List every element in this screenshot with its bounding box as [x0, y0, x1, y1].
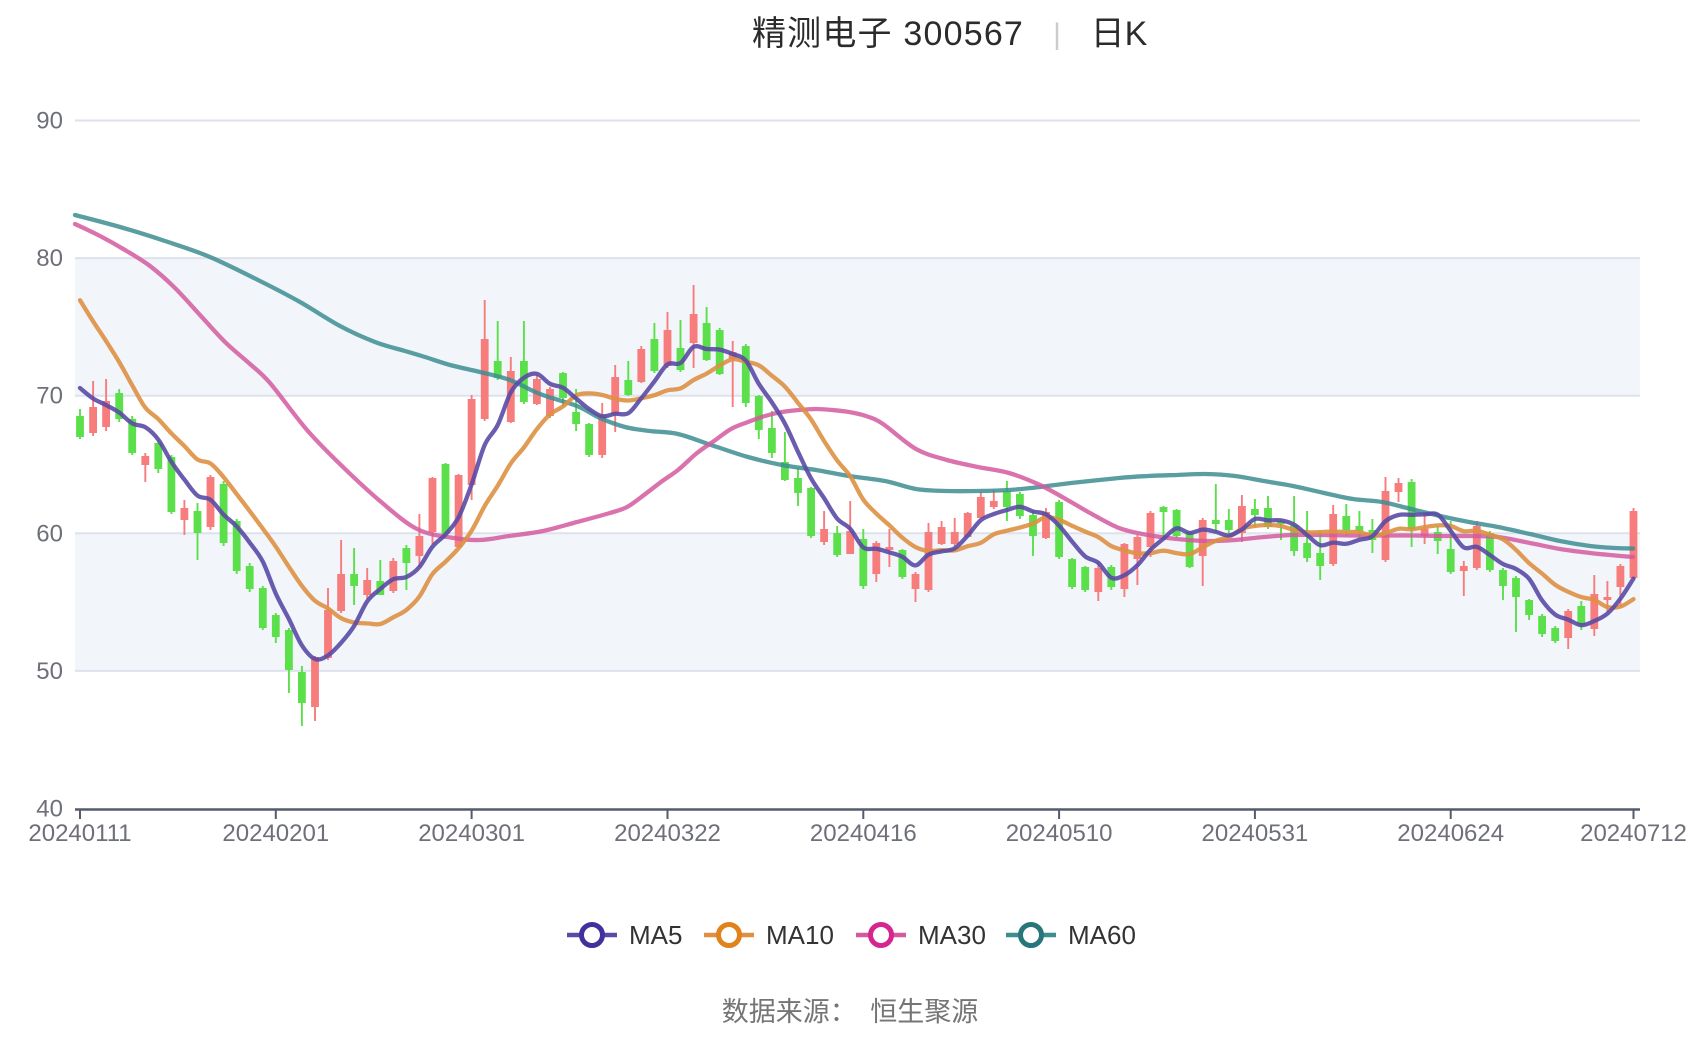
svg-text:数据来源： 恒生聚源: 数据来源： 恒生聚源 [722, 997, 979, 1027]
svg-text:20240624: 20240624 [1397, 820, 1504, 847]
svg-text:20240416: 20240416 [810, 820, 917, 847]
svg-text:MA5: MA5 [629, 920, 682, 950]
svg-text:精测电子 300567: 精测电子 300567 [752, 15, 1024, 53]
svg-text:MA60: MA60 [1068, 920, 1136, 950]
svg-text:50: 50 [36, 658, 63, 685]
svg-text:|: | [1053, 18, 1061, 51]
svg-text:80: 80 [36, 245, 63, 272]
svg-text:MA30: MA30 [918, 920, 986, 950]
svg-text:20240531: 20240531 [1202, 820, 1309, 847]
svg-text:20240712: 20240712 [1580, 820, 1687, 847]
svg-text:MA10: MA10 [766, 920, 834, 950]
svg-text:70: 70 [36, 383, 63, 410]
svg-text:90: 90 [36, 108, 63, 135]
svg-text:20240322: 20240322 [614, 820, 721, 847]
svg-text:20240201: 20240201 [222, 820, 329, 847]
svg-text:40: 40 [36, 796, 63, 823]
svg-text:60: 60 [36, 520, 63, 547]
svg-text:日K: 日K [1091, 15, 1148, 53]
svg-text:20240111: 20240111 [28, 820, 131, 847]
svg-text:20240301: 20240301 [418, 820, 525, 847]
svg-text:20240510: 20240510 [1006, 820, 1113, 847]
